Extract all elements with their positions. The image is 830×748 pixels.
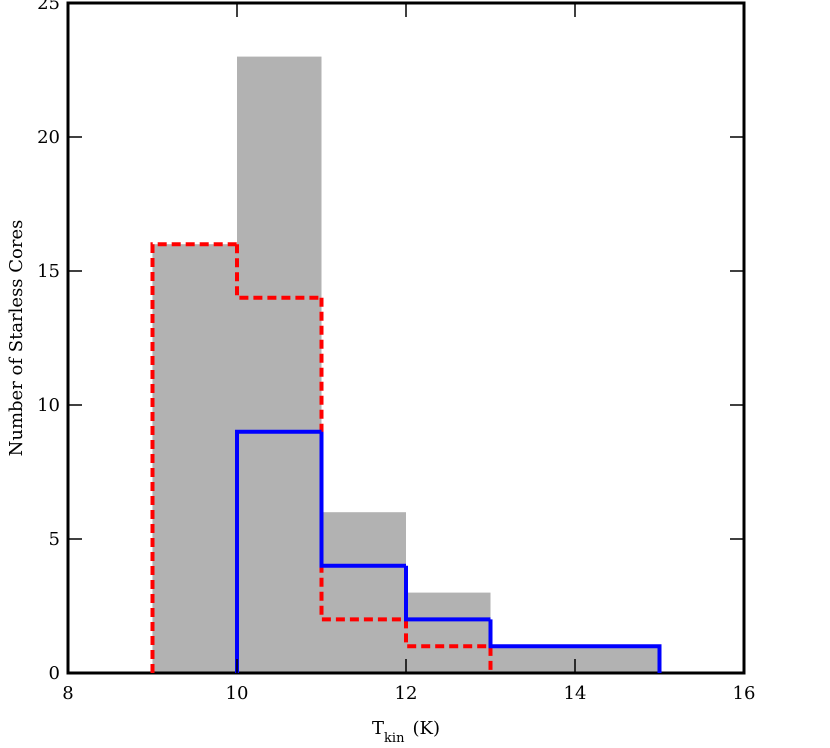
step-outline [319,431,406,568]
x-tick-label: 16 [733,683,756,704]
x-axis-label: Tkin (K) [372,718,440,744]
x-tick-label: 12 [395,683,418,704]
y-tick-label: 25 [37,0,60,14]
x-tick-label: 14 [564,683,587,704]
bar [321,512,406,673]
step-outline [575,644,662,673]
bar [490,646,575,673]
plot-area [152,56,660,674]
bar [152,244,237,673]
x-label-sub: kin [384,731,405,744]
y-tick-label: 5 [49,529,60,550]
y-axis-label: Number of Starless Cores [6,220,27,457]
x-label-unit: (K) [412,718,440,739]
step-outline [235,429,322,673]
y-tick-label: 0 [49,663,60,684]
x-label-main: T [372,718,384,739]
step-outline [235,244,322,300]
bar [237,56,322,674]
step-outline [150,242,237,673]
step-outline [488,619,575,649]
x-tick-label: 10 [226,683,249,704]
step-outline [404,565,491,622]
y-tick-label: 20 [37,127,60,148]
y-tick-label: 10 [37,395,60,416]
bar [575,646,660,673]
bar [406,592,491,673]
x-tick-label: 8 [62,683,73,704]
y-tick-label: 15 [37,261,60,282]
